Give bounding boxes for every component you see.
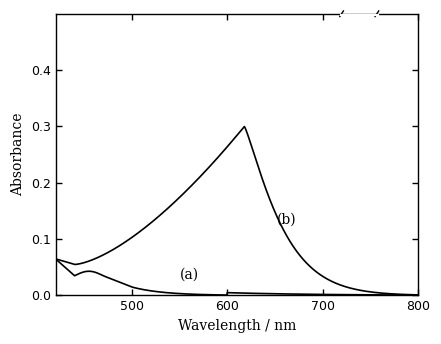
Text: (a): (a) <box>179 267 198 281</box>
Text: (b): (b) <box>277 212 296 226</box>
X-axis label: Wavelength / nm: Wavelength / nm <box>178 319 296 333</box>
Y-axis label: Absorbance: Absorbance <box>11 113 25 196</box>
